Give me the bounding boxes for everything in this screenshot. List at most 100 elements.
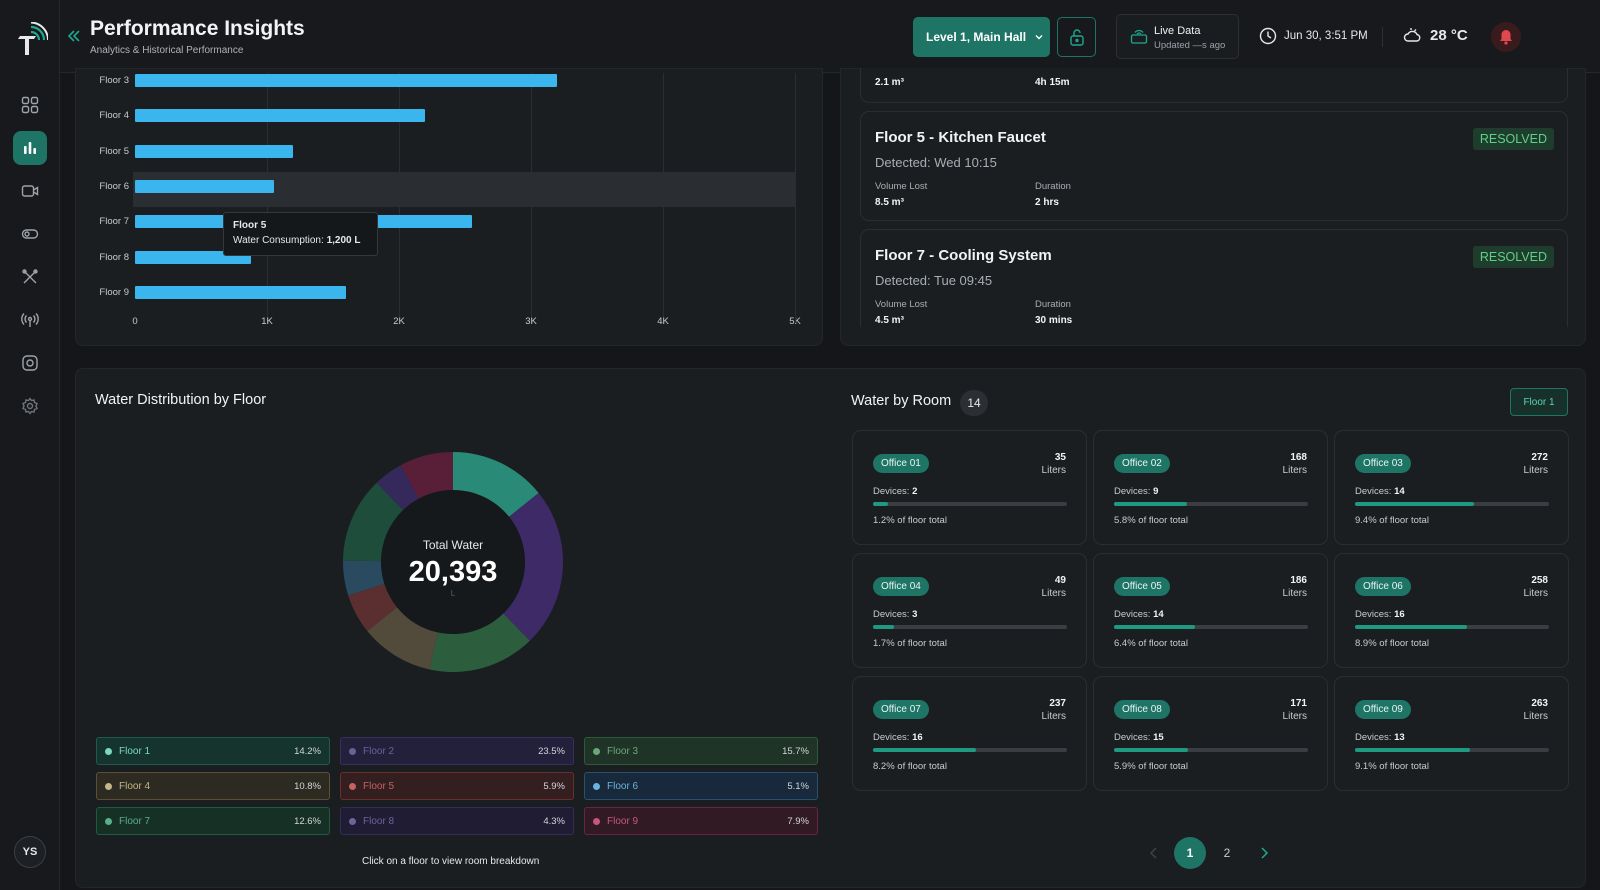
nav-toggle[interactable] <box>13 217 47 251</box>
notifications-button[interactable] <box>1491 22 1521 52</box>
nav-sensors[interactable] <box>13 303 47 337</box>
bar-floor-4[interactable] <box>135 109 426 123</box>
live-data-updated: Updated —s ago <box>1154 40 1226 51</box>
lock-button[interactable] <box>1057 17 1096 57</box>
room-devices-value: 14 <box>1153 609 1164 620</box>
room-card[interactable]: Office 09 263 Liters Devices: 13 9.1% of flo… <box>1334 676 1569 791</box>
room-liters: 171 Liters <box>1283 697 1307 723</box>
room-card[interactable]: Office 01 35 Liters Devices: 2 1.2% of floor… <box>852 430 1087 545</box>
nav-tools[interactable] <box>13 260 47 294</box>
donut-slice-floor-9[interactable] <box>400 452 453 499</box>
leak-card[interactable]: Floor 5 - Kitchen Faucet Detected: Wed 10… <box>860 111 1568 221</box>
room-devices: Devices: 15 <box>1114 732 1164 743</box>
room-card[interactable]: Office 04 49 Liters Devices: 3 1.7% of floor… <box>852 553 1087 668</box>
room-share-fill <box>1355 502 1474 506</box>
legend-label: Floor 8 <box>363 815 395 827</box>
bar-floor-3[interactable] <box>135 74 558 87</box>
room-devices: Devices: 2 <box>873 486 917 497</box>
donut-slice-floor-2[interactable] <box>503 492 563 641</box>
bar-floor-8[interactable] <box>135 250 252 264</box>
room-devices: Devices: 14 <box>1355 486 1405 497</box>
legend-floor-8[interactable]: Floor 8 4.3% <box>340 807 574 835</box>
volume-lost-label: Volume Lost <box>875 299 928 310</box>
legend-dot <box>593 747 600 755</box>
room-card[interactable]: Office 02 168 Liters Devices: 9 5.8% of floo… <box>1093 430 1328 545</box>
legend-label: Floor 5 <box>363 780 395 792</box>
room-devices-value: 9 <box>1153 486 1159 497</box>
user-avatar[interactable]: YS <box>14 836 46 868</box>
legend-dot <box>105 782 112 790</box>
leak-name: Floor 5 - Kitchen Faucet <box>875 129 1046 146</box>
room-share-text: 8.9% of floor total <box>1355 638 1429 649</box>
donut-slice-floor-8[interactable] <box>376 465 419 511</box>
room-liters-value: 237 <box>1049 698 1066 709</box>
room-devices-label: Devices: <box>873 486 913 497</box>
collapse-sidebar-icon[interactable] <box>66 28 82 44</box>
donut-slice-floor-7[interactable] <box>343 482 404 562</box>
legend-percent: 23.5% <box>538 745 565 757</box>
volume-lost-label: Volume Lost <box>875 181 928 192</box>
status-badge: RESOLVED <box>1472 128 1554 150</box>
legend-floor-6[interactable]: Floor 6 5.1% <box>584 772 818 800</box>
room-card[interactable]: Office 08 171 Liters Devices: 15 5.9% of flo… <box>1093 676 1328 791</box>
nav-analytics[interactable] <box>13 131 47 165</box>
pagination-prev[interactable] <box>1138 837 1170 869</box>
room-liters-value: 49 <box>1054 575 1066 586</box>
room-card[interactable]: Office 07 237 Liters Devices: 16 8.2% of flo… <box>852 676 1087 791</box>
floor-filter-chip[interactable]: Floor 1 <box>1510 388 1568 416</box>
distribution-title: Water Distribution by Floor <box>95 392 267 408</box>
room-card[interactable]: Office 06 258 Liters Devices: 16 8.9% of flo… <box>1334 553 1569 668</box>
room-liters-unit: Liters <box>1523 588 1548 599</box>
location-selector[interactable]: Level 1, Main Hall <box>913 17 1050 57</box>
room-devices: Devices: 13 <box>1355 732 1405 743</box>
donut-slice-floor-4[interactable] <box>367 607 438 670</box>
bar-floor-6[interactable] <box>135 179 274 193</box>
bar-floor-5[interactable] <box>135 144 294 158</box>
room-share-fill <box>1114 748 1189 752</box>
room-devices: Devices: 9 <box>1114 486 1158 497</box>
nav-dashboard[interactable] <box>13 88 47 122</box>
distribution-donut[interactable] <box>341 450 565 674</box>
legend-dot <box>105 817 112 825</box>
donut-total: 20,393 <box>408 556 498 588</box>
legend-floor-9[interactable]: Floor 9 7.9% <box>584 807 818 835</box>
pagination-next[interactable] <box>1248 837 1280 869</box>
donut-slice-floor-5[interactable] <box>348 583 397 632</box>
room-card[interactable]: Office 05 186 Liters Devices: 14 6.4% of flo… <box>1093 553 1328 668</box>
duration-label: Duration <box>1035 181 1071 192</box>
unlock-icon <box>1069 29 1084 46</box>
donut-slice-floor-1[interactable] <box>453 452 539 517</box>
legend-percent: 15.7% <box>782 745 809 757</box>
legend-floor-2[interactable]: Floor 2 23.5% <box>340 737 574 765</box>
room-share-fill <box>1355 625 1468 629</box>
datetime: Jun 30, 3:51 PM <box>1259 27 1368 45</box>
pagination-page-2[interactable]: 2 <box>1223 846 1231 860</box>
room-liters-unit: Liters <box>1282 588 1307 599</box>
room-devices: Devices: 3 <box>873 609 917 620</box>
legend-floor-5[interactable]: Floor 5 5.9% <box>340 772 574 800</box>
x-tick-label: 4K <box>657 316 669 327</box>
legend-floor-4[interactable]: Floor 4 10.8% <box>96 772 330 800</box>
nav-camera[interactable] <box>13 174 47 208</box>
room-share-text: 1.2% of floor total <box>873 515 947 526</box>
pagination-page-1[interactable]: 1 <box>1174 837 1206 869</box>
legend-dot <box>349 782 356 790</box>
room-name-tag: Office 07 <box>873 700 929 719</box>
room-liters-unit: Liters <box>1041 711 1066 722</box>
donut-slice-floor-3[interactable] <box>429 613 530 672</box>
legend-floor-7[interactable]: Floor 7 12.6% <box>96 807 330 835</box>
legend-floor-1[interactable]: Floor 1 14.2% <box>96 737 330 765</box>
video-icon <box>21 185 39 197</box>
room-devices-value: 14 <box>1394 486 1405 497</box>
leak-card[interactable]: Floor 7 - Cooling System Detected: Tue 09… <box>860 229 1568 327</box>
grid-icon <box>21 96 39 114</box>
nav-monitor[interactable] <box>13 346 47 380</box>
room-card[interactable]: Office 03 272 Liters Devices: 14 9.4% of flo… <box>1334 430 1569 545</box>
live-icon <box>1130 29 1148 44</box>
bar-floor-9[interactable] <box>135 285 347 299</box>
donut-slice-floor-6[interactable] <box>343 560 385 596</box>
room-share-bar <box>1114 748 1308 752</box>
legend-floor-3[interactable]: Floor 3 15.7% <box>584 737 818 765</box>
nav-settings[interactable] <box>13 389 47 423</box>
legend-label: Floor 6 <box>607 780 639 792</box>
